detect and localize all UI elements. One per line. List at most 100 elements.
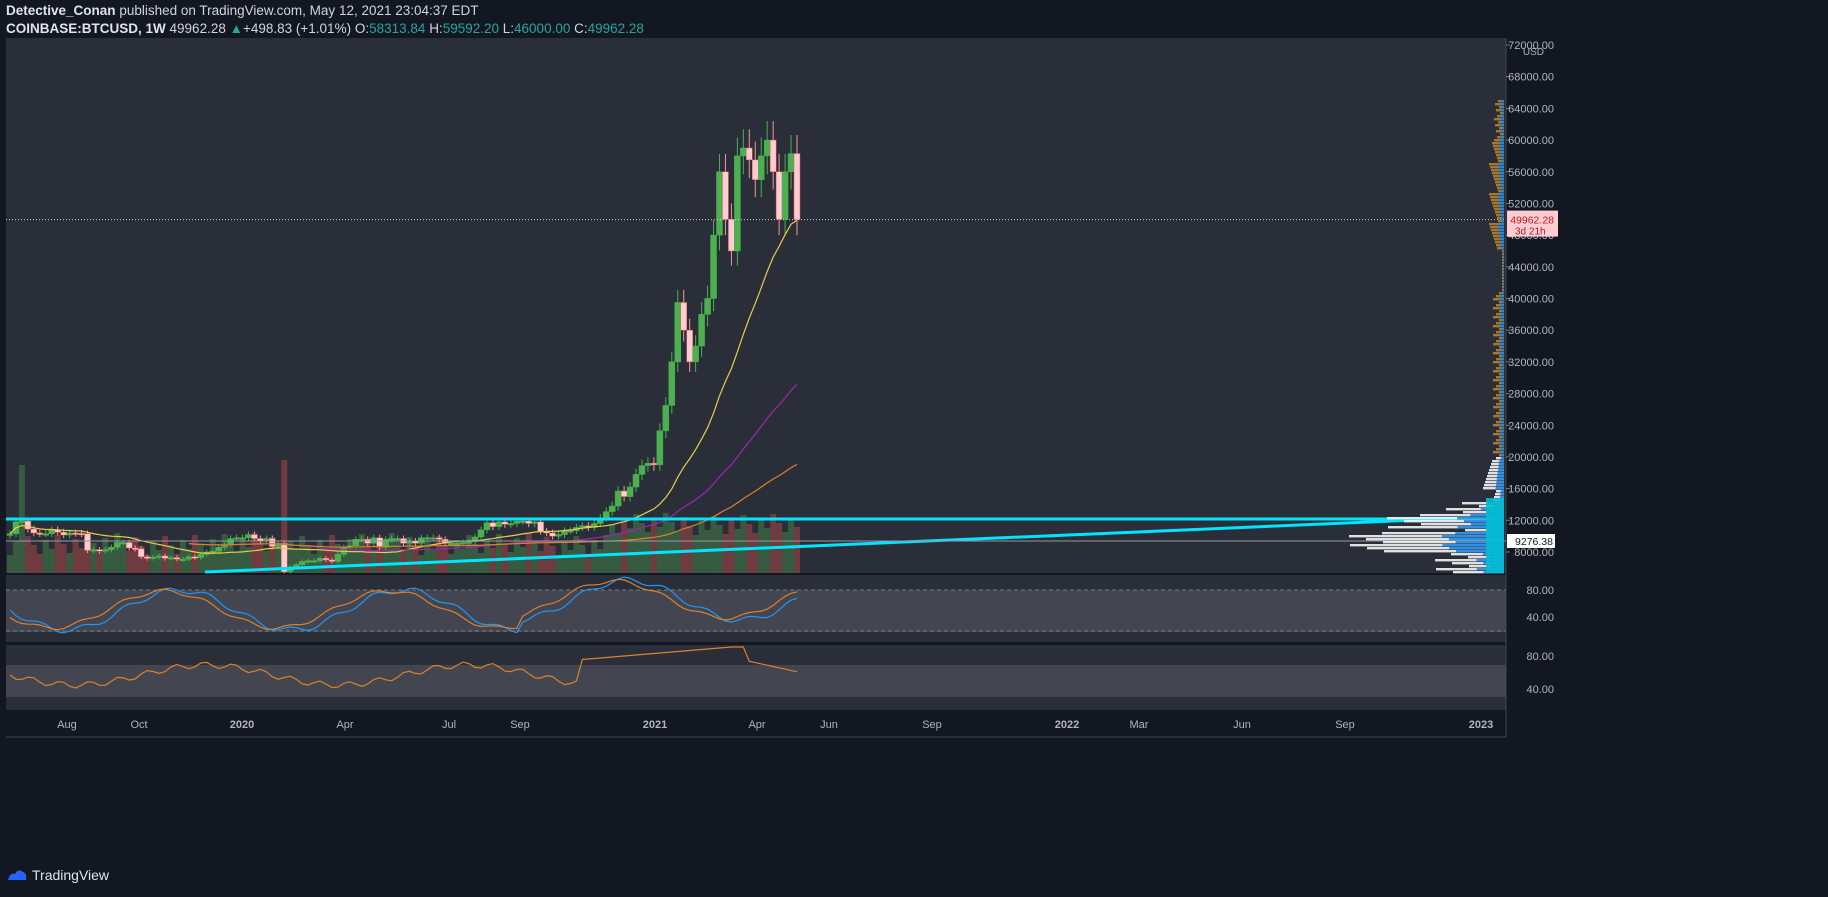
candle-body [78, 533, 85, 536]
candle-body [662, 405, 670, 432]
profile-bar [1496, 109, 1504, 112]
profile-bar-blue [1500, 208, 1504, 211]
profile-bar [1499, 328, 1504, 331]
profile-bar [1493, 205, 1504, 208]
candle-body [334, 554, 342, 562]
profile-bar [1496, 313, 1504, 316]
volume-bar [96, 552, 103, 573]
close-value: 49962.28 [587, 21, 644, 36]
open-value: 58313.84 [369, 21, 426, 36]
volume-bar [72, 539, 79, 573]
profile-bar [1485, 481, 1504, 484]
profile-bar-blue [1449, 547, 1504, 550]
profile-bar-blue [1499, 451, 1504, 454]
x-tick-label: Mar [1130, 719, 1149, 731]
profile-bar-blue [1499, 298, 1504, 301]
profile-bar-blue [1503, 280, 1504, 283]
profile-bar [1499, 355, 1504, 358]
profile-bar [1495, 124, 1504, 127]
profile-bar-blue [1503, 256, 1504, 259]
volume-bar [203, 553, 210, 573]
profile-bar-blue [1498, 229, 1504, 232]
profile-bar-blue [1503, 277, 1504, 280]
symbol-label[interactable]: COINBASE:BTCUSD, 1W [6, 21, 166, 36]
profile-bar-blue [1502, 418, 1504, 421]
profile-bar [1496, 130, 1504, 133]
profile-bar-blue [1500, 118, 1504, 121]
profile-bar [1496, 403, 1504, 406]
profile-bar-blue [1498, 463, 1504, 466]
profile-bar [1496, 349, 1504, 352]
profile-bar-blue [1457, 517, 1504, 520]
price-change: +498.83 (+1.01%) [242, 21, 352, 36]
x-tick-label: Jun [1233, 719, 1251, 731]
profile-bar [1496, 331, 1504, 334]
profile-bar-blue [1500, 448, 1504, 451]
tradingview-logo-icon [8, 870, 27, 880]
profile-bar [1496, 490, 1504, 493]
candle-body [638, 465, 646, 475]
profile-bar-blue [1500, 139, 1504, 142]
candle-body [84, 533, 91, 551]
candle-body [519, 520, 526, 523]
stoch-d-line [9, 578, 798, 631]
volume-bar [376, 538, 383, 573]
profile-bar [1496, 421, 1504, 424]
candle-body [388, 538, 395, 541]
profile-bar-blue [1500, 430, 1504, 433]
volume-bar [680, 517, 687, 573]
x-tick-label: Jun [820, 719, 838, 731]
profile-bar [1496, 412, 1504, 415]
candle-body [108, 546, 115, 550]
profile-bar-blue [1500, 394, 1504, 397]
ohlc-legend: COINBASE:BTCUSD, 1W 49962.28 ▲+498.83 (+… [6, 21, 644, 36]
candle-body [191, 556, 199, 559]
profile-bar [1489, 193, 1504, 196]
profile-bar-blue [1502, 292, 1504, 295]
volume-bar [263, 551, 270, 573]
profile-bar [1499, 391, 1504, 394]
tradingview-branding[interactable]: TradingView [6, 867, 109, 883]
profile-bar-blue [1500, 349, 1504, 352]
y-tick-label: 24000.00 [1508, 420, 1554, 432]
volume-bar [692, 535, 699, 573]
profile-bar [1498, 100, 1504, 103]
volume-bar [66, 553, 73, 573]
candle-body [131, 547, 139, 550]
profile-bar [1420, 514, 1504, 517]
rsi-tick-label: 40.00 [1526, 612, 1554, 624]
profile-bar [1388, 526, 1504, 529]
profile-bar-blue [1499, 352, 1504, 355]
profile-bar-blue [1500, 124, 1504, 127]
profile-bar [1494, 208, 1504, 211]
profile-bar-blue [1500, 412, 1504, 415]
profile-bar [1497, 157, 1504, 160]
profile-bar [1387, 517, 1504, 520]
candle-body [781, 171, 789, 220]
volume-bar [60, 544, 67, 573]
profile-bar-blue [1500, 385, 1504, 388]
candle-body [525, 520, 532, 524]
volume-bar [668, 522, 675, 573]
profile-bar-blue [1498, 196, 1504, 199]
profile-bar-blue [1500, 181, 1504, 184]
profile-bar-blue [1502, 106, 1504, 109]
profile-bar-blue [1501, 190, 1504, 193]
profile-bar [1498, 190, 1504, 193]
candle-body [179, 558, 187, 561]
profile-bar-blue [1500, 184, 1504, 187]
candle-body [90, 549, 97, 552]
profile-bar-blue [1455, 532, 1504, 535]
x-tick-label: Sep [510, 719, 530, 731]
profile-bar-blue [1503, 262, 1504, 265]
candle-body [149, 556, 157, 559]
profile-bar-blue [1455, 541, 1504, 544]
profile-bar [1421, 523, 1504, 526]
profile-bar [1493, 316, 1504, 319]
author-name[interactable]: Detective_Conan [6, 3, 116, 18]
profile-bar [1495, 211, 1504, 214]
profile-bar [1496, 376, 1504, 379]
candle-body [549, 532, 556, 537]
volume-bar [358, 534, 365, 573]
